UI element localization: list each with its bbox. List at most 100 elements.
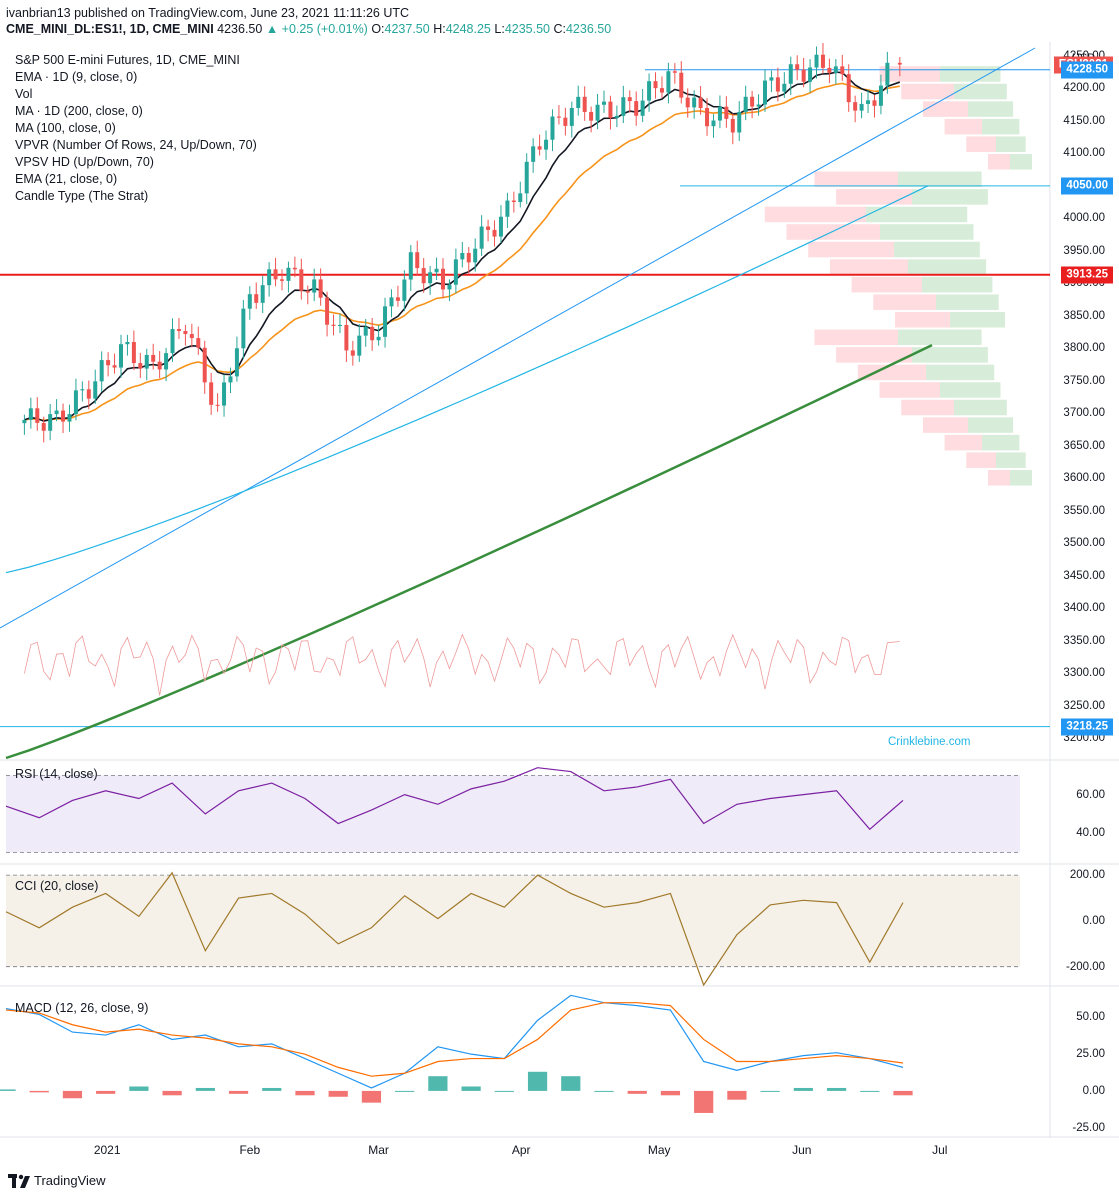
legend-candle-type[interactable]: Candle Type (The Strat)	[15, 189, 149, 203]
candle-body	[833, 66, 838, 73]
volume-profile	[764, 66, 1032, 486]
ma200-line	[5, 344, 933, 760]
candle-body	[827, 67, 832, 73]
price-tick-label: 3500.00	[1063, 537, 1105, 550]
macd-histogram-bar	[660, 1090, 681, 1096]
candle-body	[801, 69, 806, 82]
legend-ema21[interactable]: EMA (21, close, 0)	[15, 172, 118, 186]
macd-histogram-bar	[328, 1090, 348, 1097]
price-tick-label: 3550.00	[1063, 504, 1105, 517]
legend-vpsv[interactable]: VPSV HD (Up/Down, 70)	[15, 155, 154, 169]
price-tick-label: 4150.00	[1063, 114, 1105, 127]
tradingview-logo-icon	[8, 1173, 30, 1188]
candle-body	[305, 290, 310, 293]
candle-body	[453, 259, 458, 285]
price-tick-label: 4000.00	[1063, 212, 1105, 225]
macd-histogram-bar	[395, 1090, 415, 1092]
legend-ma100[interactable]: MA (100, close, 0)	[15, 121, 116, 135]
candle-body	[473, 248, 478, 263]
price-tick-label: 3300.00	[1063, 667, 1105, 680]
rsi-title[interactable]: RSI (14, close)	[15, 767, 98, 781]
cci-tick-label: -200.00	[1065, 960, 1105, 973]
symbol-name[interactable]: CME_MINI_DL:ES1!, 1D, CME_MINI	[6, 22, 214, 36]
candle-body	[634, 101, 639, 116]
macd-histogram-bar	[96, 1090, 116, 1094]
open-label: O:	[371, 22, 385, 36]
volume-profile-up-bar	[898, 171, 982, 188]
candle-body	[22, 419, 27, 424]
candle-body	[563, 117, 568, 126]
pane-borders	[0, 42, 1119, 1138]
cci-pane	[5, 871, 1020, 987]
candle-body	[518, 193, 523, 203]
candle-body	[344, 324, 349, 351]
candle-body	[164, 353, 169, 370]
volume-profile-up-bar	[996, 136, 1026, 152]
candle-body	[717, 106, 722, 121]
time-tick-label: Mar	[368, 1143, 389, 1157]
candle-body	[312, 279, 317, 293]
price-badge: 3218.25	[1061, 718, 1113, 736]
macd-histogram-bar	[295, 1090, 315, 1096]
volume-profile-down-bar	[922, 417, 968, 433]
indicator-legend: S&P 500 E-mini Futures, 1D, CME_MINI EMA…	[15, 52, 257, 205]
legend-vol[interactable]: Vol	[15, 87, 33, 101]
candle-body	[106, 360, 111, 366]
volume-profile-down-bar	[836, 347, 912, 363]
volume-profile-up-bar	[894, 241, 980, 258]
candle-body	[730, 118, 735, 133]
candle-body	[666, 71, 671, 93]
candle-body	[131, 341, 136, 364]
candle-body	[80, 389, 85, 391]
candle-body	[531, 146, 536, 162]
candle-body	[569, 107, 574, 126]
candle-body	[653, 81, 658, 89]
ema9-line	[24, 71, 901, 422]
candle-body	[795, 64, 800, 70]
footer: TradingView	[8, 1173, 106, 1188]
price-badge: 3913.25	[1061, 266, 1113, 284]
legend-ema9[interactable]: EMA · 1D (9, close, 0)	[15, 70, 138, 84]
macd-title[interactable]: MACD (12, 26, close, 9)	[15, 1001, 149, 1015]
candle-body	[743, 96, 748, 112]
candle-body	[318, 279, 323, 298]
candle-body	[222, 382, 227, 406]
legend-main[interactable]: S&P 500 E-mini Futures, 1D, CME_MINI	[15, 53, 240, 67]
band-background	[6, 775, 1020, 853]
legend-vpvr[interactable]: VPVR (Number Of Rows, 24, Up/Down, 70)	[15, 138, 257, 152]
time-tick-label: Jul	[932, 1143, 948, 1157]
candle-body	[86, 389, 91, 399]
candle-body	[144, 354, 149, 369]
candle-body	[280, 279, 284, 281]
legend-ma200[interactable]: MA · 1D (200, close, 0)	[15, 104, 143, 118]
macd-histogram-bar	[461, 1086, 481, 1091]
candle-body	[112, 365, 117, 368]
candle-body	[866, 100, 871, 104]
macd-histogram-bar	[361, 1090, 382, 1103]
cci-title[interactable]: CCI (20, close)	[15, 879, 99, 893]
macd-tick-label: 0.00	[1082, 1084, 1105, 1097]
candle-body	[466, 252, 471, 263]
candle-body	[441, 268, 445, 290]
candle-body	[711, 120, 716, 127]
volume-profile-down-bar	[988, 469, 1010, 486]
price-tick-label: 3800.00	[1063, 342, 1105, 355]
candle-body	[872, 100, 877, 106]
macd-histogram-bar	[694, 1090, 714, 1113]
chart-header: ivanbrian13 published on TradingView.com…	[6, 5, 611, 37]
candle-body	[505, 200, 510, 217]
candle-body	[350, 350, 355, 356]
time-tick-label: Jun	[792, 1143, 812, 1157]
macd-pane	[0, 994, 913, 1113]
macd-histogram-bar	[29, 1090, 49, 1093]
candle-body	[788, 64, 793, 84]
last-price: 4236.50	[217, 22, 263, 36]
candle-body	[556, 116, 561, 118]
macd-histogram-bar	[594, 1090, 614, 1092]
close-label: C:	[553, 22, 566, 36]
macd-histogram-bar	[0, 1089, 16, 1091]
candle-body	[170, 329, 175, 354]
volume-profile-up-bar	[954, 83, 1007, 100]
candle-body	[640, 100, 645, 116]
